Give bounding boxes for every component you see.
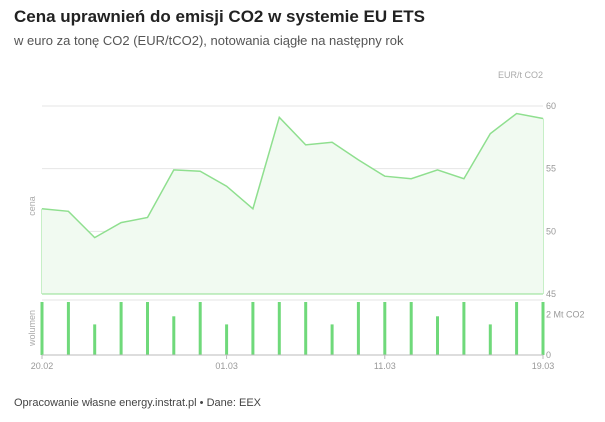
volume-y-tick: 0 [546, 350, 551, 360]
price-area [42, 113, 543, 294]
volume-bar [462, 302, 466, 355]
volume-bar [172, 316, 176, 355]
volume-bar [515, 302, 519, 355]
volume-bar [225, 324, 229, 355]
source-footer: Opracowanie własne energy.instrat.pl • D… [14, 397, 261, 409]
volume-bar [409, 302, 413, 355]
unit-label: EUR/t CO2 [498, 70, 543, 80]
volume-bar [356, 302, 360, 355]
x-tick-label: 11.03 [374, 361, 396, 371]
volume-bar [304, 302, 308, 355]
price-y-tick: 50 [546, 226, 556, 236]
volume-axis-label: wolumen [27, 310, 37, 347]
x-tick-label: 19.03 [532, 361, 555, 371]
price-y-tick: 60 [546, 101, 556, 111]
volume-y-ticks: 2 Mt CO2 0 [546, 309, 585, 360]
x-tick-label: 20.02 [31, 361, 54, 371]
volume-bar [251, 302, 255, 355]
volume-bar [66, 302, 70, 355]
chart-subtitle: w euro za tonę CO2 (EUR/tCO2), notowania… [14, 33, 404, 48]
price-y-tick: 55 [546, 164, 556, 174]
price-y-tick: 45 [546, 289, 556, 299]
volume-bar [119, 302, 123, 355]
volume-bar [330, 324, 334, 355]
volume-bar [541, 302, 545, 355]
volume-bar [146, 302, 149, 355]
x-tick-label: 01.03 [215, 361, 238, 371]
price-y-ticks: 60 55 50 45 [546, 101, 556, 299]
volume-bar [436, 316, 439, 355]
price-axis-label: cena [27, 196, 37, 216]
x-ticks: 20.02 01.03 11.03 19.03 [31, 355, 555, 371]
chart-title: Cena uprawnień do emisji CO2 w systemie … [14, 7, 425, 26]
volume-bar [40, 302, 44, 355]
volume-bar [383, 302, 387, 355]
price-line [41, 112, 544, 239]
volume-bars [40, 302, 545, 355]
volume-y-tick: 2 Mt CO2 [546, 309, 585, 319]
volume-bar [93, 324, 97, 355]
volume-bar [488, 324, 492, 355]
volume-bar [198, 302, 202, 355]
volume-bar [277, 302, 281, 355]
